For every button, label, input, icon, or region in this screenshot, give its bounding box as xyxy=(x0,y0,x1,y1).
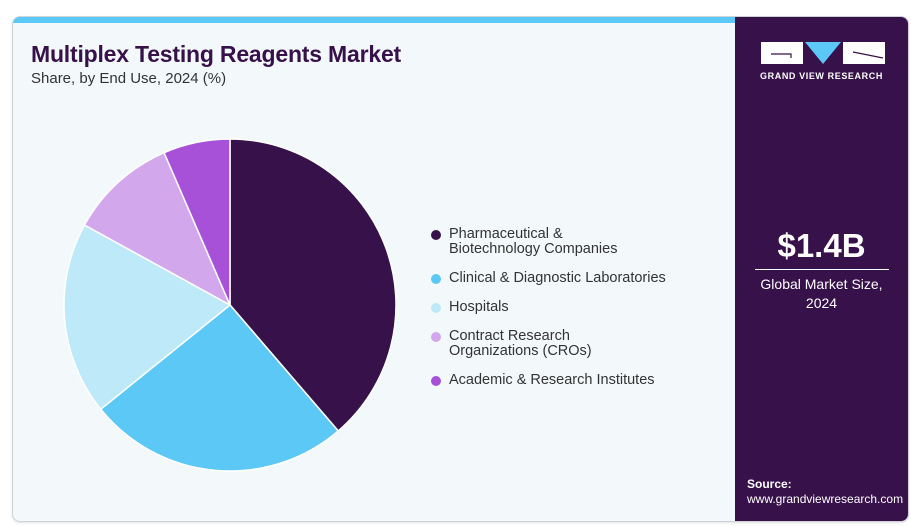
pie-slice-3 xyxy=(83,151,232,307)
legend-swatch xyxy=(431,376,441,386)
source-url: www.grandviewresearch.com xyxy=(747,492,904,506)
source-note: Source: www.grandviewresearch.com xyxy=(747,477,903,507)
source-label: Source: xyxy=(747,477,792,491)
chart-card: Multiplex Testing Reagents Market Share,… xyxy=(12,16,909,522)
pie-slice-1 xyxy=(99,303,340,472)
pie-slice-4 xyxy=(163,138,231,306)
divider xyxy=(755,269,889,270)
legend-item: Pharmaceutical & Biotechnology Companies xyxy=(431,227,666,257)
chart-subtitle: Share, by End Use, 2024 (%) xyxy=(31,70,227,87)
legend-label: Organizations (CROs) xyxy=(449,343,592,359)
legend-label: Clinical & Diagnostic Laboratories xyxy=(449,270,666,286)
chart-title: Multiplex Testing Reagents Market xyxy=(31,41,401,67)
legend-label: Hospitals xyxy=(449,299,509,315)
legend-item: Contract Research Organizations (CROs) xyxy=(431,329,666,359)
legend-swatch xyxy=(431,230,441,240)
legend-label: Academic & Research Institutes xyxy=(449,372,655,388)
legend-swatch xyxy=(431,303,441,313)
legend-item: Hospitals xyxy=(431,300,666,315)
legend-label: Biotechnology Companies xyxy=(449,241,618,257)
pie-slice-2 xyxy=(63,224,232,411)
pie-slice-0 xyxy=(229,138,397,432)
legend: Pharmaceutical & Biotechnology Companies C… xyxy=(431,227,666,402)
pie-chart xyxy=(63,138,397,472)
market-size-label: Global Market Size, 2024 xyxy=(735,275,908,313)
brand-name: GRAND VIEW RESEARCH xyxy=(760,71,883,81)
accent-bar xyxy=(13,17,735,23)
info-panel: GRAND VIEW RESEARCH $1.4B Global Market … xyxy=(735,17,908,521)
legend-item: Academic & Research Institutes xyxy=(431,373,666,388)
market-size-value: $1.4B xyxy=(777,227,866,264)
legend-label: Pharmaceutical & xyxy=(449,226,563,242)
legend-swatch xyxy=(431,332,441,342)
market-size-label-line2: 2024 xyxy=(805,295,838,311)
grand-view-research-logo xyxy=(761,42,885,64)
market-size-label-line1: Global Market Size, xyxy=(760,276,883,292)
legend-swatch xyxy=(431,274,441,284)
legend-label: Contract Research xyxy=(449,328,570,344)
legend-item: Clinical & Diagnostic Laboratories xyxy=(431,271,666,286)
